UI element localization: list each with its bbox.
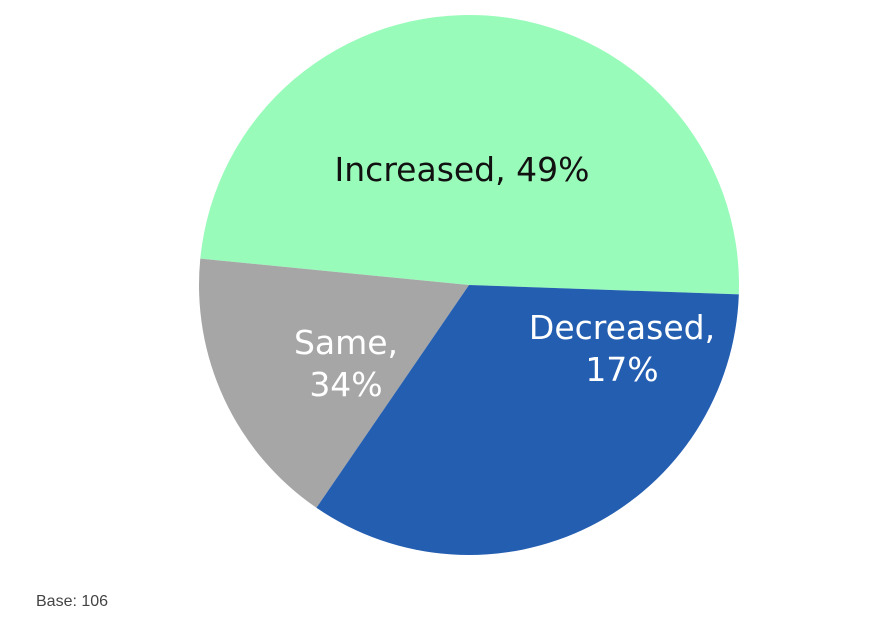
pie-slice-decreased	[199, 258, 469, 508]
slice-label-line: Same,	[294, 323, 398, 362]
slice-label-increased: Increased, 49%	[335, 150, 590, 189]
base-footnote: Base: 106	[36, 593, 109, 610]
slice-label-line: Decreased,	[529, 308, 715, 347]
slice-label-line: Increased, 49%	[335, 150, 590, 189]
slice-label-line: 17%	[585, 350, 658, 389]
slice-label-same: Same, 34%	[294, 323, 398, 404]
slice-label-decreased: Decreased, 17%	[529, 308, 715, 389]
pie-slice-same	[316, 285, 739, 556]
slice-label-line: 34%	[309, 365, 382, 404]
pie-slice-increased	[200, 14, 740, 295]
